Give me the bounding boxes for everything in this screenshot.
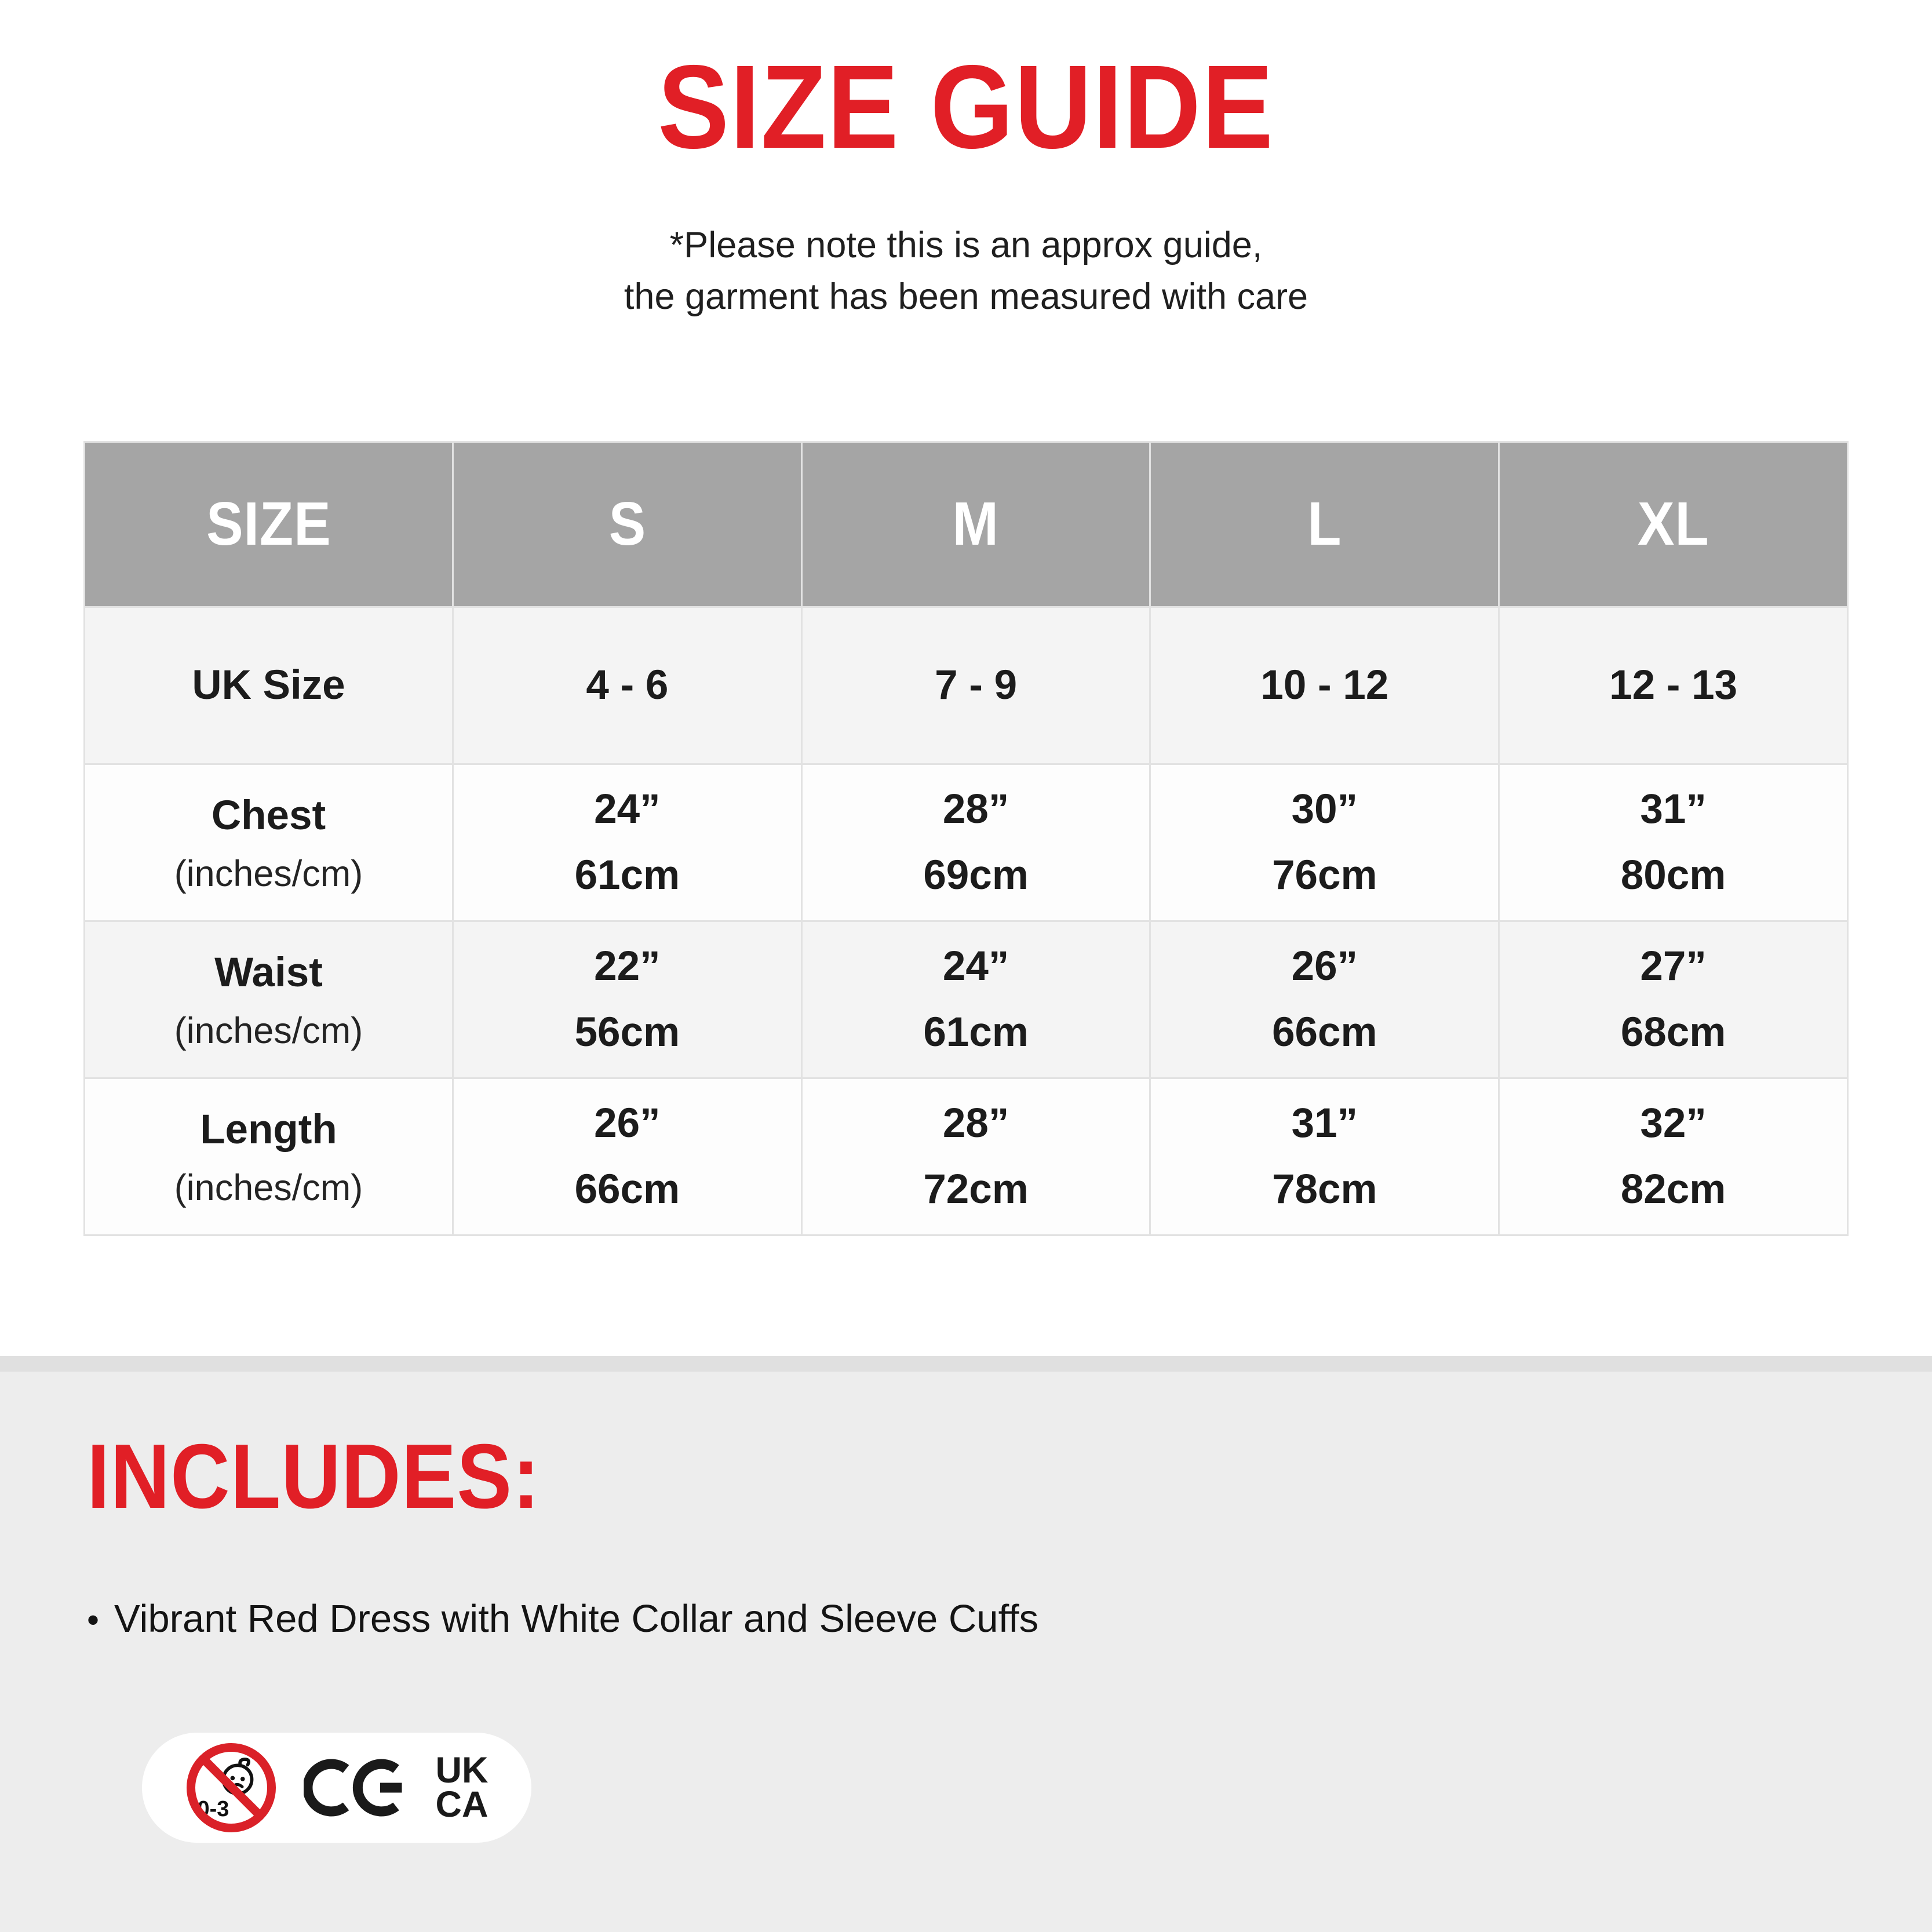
ukca-line-uk: UK xyxy=(435,1749,489,1791)
table-row-uk-size: UK Size 4 - 6 7 - 9 10 - 12 12 - 13 xyxy=(83,606,1849,765)
header-cell-s: S xyxy=(451,440,803,608)
table-cell: 24” 61cm xyxy=(800,920,1151,1079)
table-cell: 22” 56cm xyxy=(451,920,803,1079)
row-label-cell: Length (inches/cm) xyxy=(83,1077,454,1236)
table-row-waist: Waist (inches/cm) 22” 56cm 24” 61cm 26” 66c… xyxy=(83,920,1849,1079)
table-cell: 7 - 9 xyxy=(800,606,1151,765)
includes-item-text: Vibrant Red Dress with White Collar and … xyxy=(114,1596,1039,1641)
table-cell: 30” 76cm xyxy=(1149,763,1500,922)
table-row-chest: Chest (inches/cm) 24” 61cm 28” 69cm 30” 76c… xyxy=(83,763,1849,922)
size-guide-table: SIZE S M L XL UK Size 4 - 6 7 - 9 10 - 1… xyxy=(83,440,1849,1236)
header-cell-size: SIZE xyxy=(83,440,454,608)
includes-section: INCLUDES: • Vibrant Red Dress with White… xyxy=(0,1355,1932,1932)
table-cell: 12 - 13 xyxy=(1498,606,1849,765)
no-under-3-years-icon: 0-3 xyxy=(186,1743,276,1832)
table-cell: 10 - 12 xyxy=(1149,606,1500,765)
row-label-cell: Chest (inches/cm) xyxy=(83,763,454,922)
table-cell: 26” 66cm xyxy=(1149,920,1500,1079)
subtitle: *Please note this is an approx guide, th… xyxy=(0,220,1932,323)
ukca-line-ca: CA xyxy=(435,1784,489,1825)
ukca-mark-icon: UK CA xyxy=(435,1749,489,1825)
table-cell: 28” 72cm xyxy=(800,1077,1151,1236)
table-cell: 28” 69cm xyxy=(800,763,1151,922)
subtitle-line-1: *Please note this is an approx guide, xyxy=(669,225,1263,265)
row-label-cell: Waist (inches/cm) xyxy=(83,920,454,1079)
header-cell-m: M xyxy=(800,440,1151,608)
ce-mark-icon xyxy=(303,1759,402,1817)
row-label-cell: UK Size xyxy=(83,606,454,765)
table-header-row: SIZE S M L XL xyxy=(83,440,1849,608)
table-cell: 31” 78cm xyxy=(1149,1077,1500,1236)
subtitle-line-2: the garment has been measured with care xyxy=(624,276,1308,318)
table-cell: 24” 61cm xyxy=(451,763,803,922)
header-cell-xl: XL xyxy=(1498,440,1849,608)
header-cell-l: L xyxy=(1149,440,1500,608)
list-item: • Vibrant Red Dress with White Collar an… xyxy=(87,1596,1845,1641)
certification-badge-pill: 0-3 UK CA xyxy=(142,1732,531,1843)
table-row-length: Length (inches/cm) 26” 66cm 28” 72cm 31” 78… xyxy=(83,1077,1849,1236)
page-title-text: SIZE GUIDE xyxy=(658,41,1274,173)
table-cell: 26” 66cm xyxy=(451,1077,803,1236)
page-title: SIZE GUIDE xyxy=(0,48,1932,166)
table-cell: 31” 80cm xyxy=(1498,763,1849,922)
table-cell: 32” 82cm xyxy=(1498,1077,1849,1236)
table-cell: 27” 68cm xyxy=(1498,920,1849,1079)
bullet-dot: • xyxy=(87,1600,100,1639)
includes-heading: INCLUDES: xyxy=(87,1425,541,1528)
table-cell: 4 - 6 xyxy=(451,606,803,765)
